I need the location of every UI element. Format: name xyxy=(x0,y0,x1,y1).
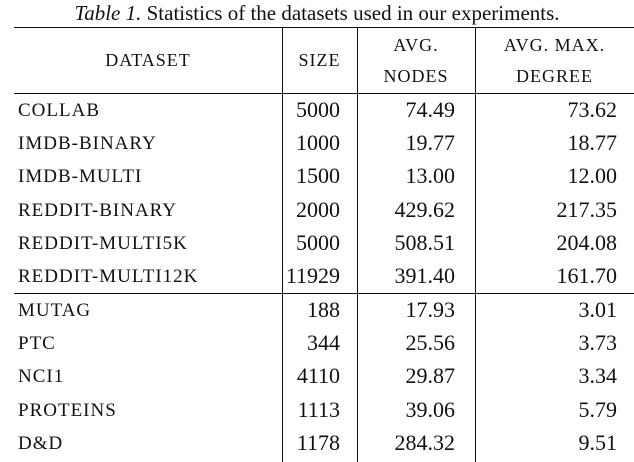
cell-value: 18.77 xyxy=(567,130,618,156)
header-cell: AVG. xyxy=(393,35,439,55)
group-rule xyxy=(14,293,634,295)
cell-value: 217.35 xyxy=(556,196,618,222)
header-cell: SIZE xyxy=(298,50,341,70)
cell-value: 204.08 xyxy=(556,229,618,255)
cell-value: 344 xyxy=(307,330,340,356)
dataset-name: PROTEINS xyxy=(18,399,117,421)
cell-value: 508.51 xyxy=(394,229,456,255)
cell-value: 4110 xyxy=(296,363,340,389)
cell-value: 1178 xyxy=(296,429,340,455)
cell-value: 13.00 xyxy=(405,163,456,189)
column-rule xyxy=(475,28,477,462)
cell-value: 1500 xyxy=(296,163,340,189)
dataset-name: COLLAB xyxy=(18,100,100,121)
cell-value: 1113 xyxy=(297,396,340,422)
caption-text: Statistics of the datasets used in our e… xyxy=(146,1,560,25)
cell-value: 3.01 xyxy=(578,297,618,322)
cell-value: 19.77 xyxy=(405,130,456,156)
cell-value: 17.93 xyxy=(405,297,456,322)
cell-value: 11929 xyxy=(285,263,340,288)
cell-value: 284.32 xyxy=(394,429,456,455)
dataset-name: REDDIT-MULTI5K xyxy=(18,232,188,254)
dataset-name: PTC xyxy=(18,333,56,355)
header-rule xyxy=(14,93,634,95)
dataset-name: IMDB-MULTI xyxy=(18,166,143,188)
dataset-name: REDDIT-MULTI12K xyxy=(18,266,199,287)
caption: Table 1. Statistics of the datasets used… xyxy=(0,3,634,24)
cell-value: 5000 xyxy=(296,97,340,122)
cell-value: 25.56 xyxy=(405,330,456,356)
cell-value: 3.73 xyxy=(578,330,618,356)
dataset-name: NCI1 xyxy=(18,366,65,388)
dataset-name: D&D xyxy=(18,432,64,454)
cell-value: 9.51 xyxy=(578,429,618,455)
column-rule xyxy=(357,28,359,462)
cell-value: 39.06 xyxy=(405,396,456,422)
dataset-name: IMDB-BINARY xyxy=(18,133,157,155)
cell-value: 5000 xyxy=(296,229,340,255)
caption-label: Table 1. xyxy=(74,1,142,25)
cell-value: 73.62 xyxy=(567,97,618,122)
dataset-name: MUTAG xyxy=(18,300,92,321)
top-rule xyxy=(14,27,634,29)
cell-value: 74.49 xyxy=(405,97,456,122)
cell-value: 1000 xyxy=(296,130,340,156)
header-cell: DATASET xyxy=(105,50,191,70)
cell-value: 12.00 xyxy=(567,163,618,189)
cell-value: 188 xyxy=(307,297,340,322)
cell-value: 3.34 xyxy=(578,363,618,389)
cell-value: 391.40 xyxy=(394,263,456,288)
dataset-name: REDDIT-BINARY xyxy=(18,199,178,221)
cell-value: 29.87 xyxy=(405,363,456,389)
cell-value: 161.70 xyxy=(556,263,618,288)
header-cell: DEGREE xyxy=(516,66,593,86)
cell-value: 2000 xyxy=(296,196,340,222)
column-rule xyxy=(282,28,284,462)
header-cell: AVG. MAX. xyxy=(503,35,606,55)
header-cell: NODES xyxy=(383,66,449,86)
cell-value: 5.79 xyxy=(578,396,618,422)
cell-value: 429.62 xyxy=(394,196,456,222)
